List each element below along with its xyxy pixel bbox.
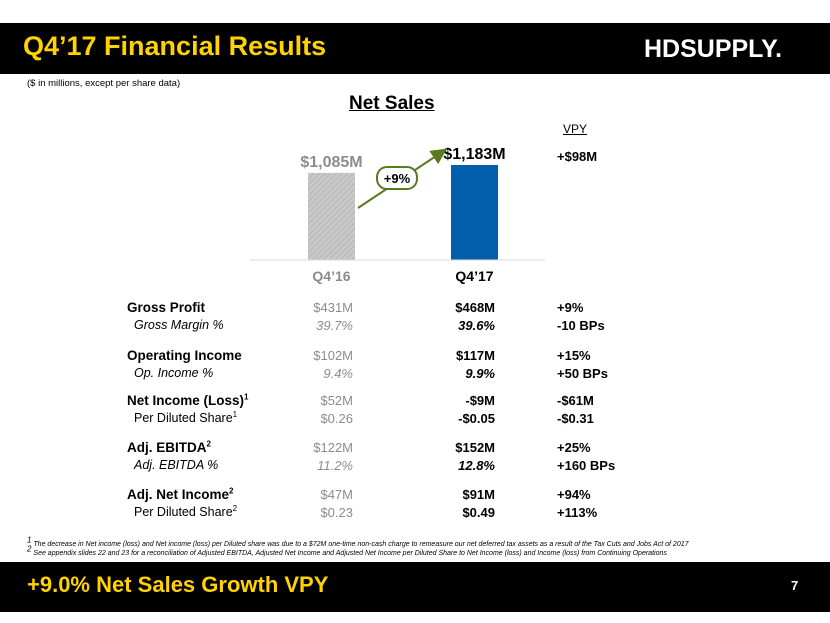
page-title: Q4’17 Financial Results (23, 31, 327, 61)
value-q4-16: 39.7% (316, 318, 353, 333)
value-q4-16: $52M (320, 393, 353, 408)
row-label: Gross Margin % (134, 318, 224, 332)
footnote-2: 2 See appendix slides 22 and 23 for a re… (27, 544, 667, 557)
value-q4-16: $122M (313, 440, 353, 455)
row-label: Per Diluted Share1 (134, 409, 238, 425)
value-vpy: +25% (557, 440, 591, 455)
value-q4-16: $0.23 (320, 505, 353, 520)
value-vpy: -10 BPs (557, 318, 605, 333)
value-vpy: +94% (557, 487, 591, 502)
value-q4-17: 39.6% (458, 318, 495, 333)
vpy-net-sales: +$98M (557, 149, 597, 164)
row-label: Adj. EBITDA2 (127, 439, 211, 455)
value-q4-16: $47M (320, 487, 353, 502)
value-vpy: +160 BPs (557, 458, 616, 473)
category-label: Q4’16 (312, 268, 350, 284)
value-q4-17: 12.8% (458, 458, 495, 473)
logo-text: HDSUPPLY. (644, 35, 782, 63)
growth-badge (376, 166, 418, 190)
value-q4-17: $91M (462, 487, 495, 502)
value-vpy: -$0.31 (557, 411, 594, 426)
value-vpy: +15% (557, 348, 591, 363)
value-vpy: +9% (557, 300, 584, 315)
chart-title: Net Sales (349, 93, 435, 114)
value-q4-16: $102M (313, 348, 353, 363)
value-q4-17: 9.9% (465, 366, 495, 381)
value-q4-17: $117M (455, 348, 495, 363)
category-label: Q4’17 (455, 268, 493, 284)
row-label: Net Income (Loss)1 (127, 392, 249, 408)
row-label: Adj. Net Income2 (127, 486, 234, 502)
page-number: 7 (791, 578, 799, 593)
vpy-header: VPY (563, 122, 588, 136)
value-q4-17: $152M (455, 440, 495, 455)
value-q4-17: -$0.05 (458, 411, 495, 426)
value-q4-17: -$9M (465, 393, 495, 408)
value-q4-16: $431M (313, 300, 353, 315)
row-label: Operating Income (127, 348, 242, 363)
footnote-1: 1 The decrease in Net income (loss) and … (27, 535, 689, 548)
footer-bar (0, 562, 830, 612)
row-label: Adj. EBITDA % (134, 458, 219, 472)
units-note: ($ in millions, except per share data) (27, 78, 181, 89)
bar-q4-16 (308, 172, 355, 260)
footnotes: 1 The decrease in Net income (loss) and … (27, 535, 689, 558)
bar-value-label: $1,183M (443, 146, 505, 163)
hd-supply-logo: HDSUPPLY. (644, 35, 782, 63)
value-q4-17: $0.49 (462, 505, 495, 520)
value-vpy: +50 BPs (557, 366, 608, 381)
value-vpy: -$61M (557, 393, 594, 408)
value-q4-16: 11.2% (317, 458, 353, 473)
bar-q4-17 (451, 165, 498, 260)
bar-value-label: $1,085M (300, 154, 362, 171)
header-bar (0, 23, 830, 74)
value-vpy: +113% (557, 505, 598, 520)
value-q4-16: $0.26 (320, 411, 353, 426)
value-q4-16: 9.4% (323, 366, 353, 381)
row-label: Gross Profit (127, 300, 206, 315)
value-q4-17: $468M (455, 300, 495, 315)
row-label: Per Diluted Share2 (134, 503, 238, 519)
footer-headline: +9.0% Net Sales Growth VPY (27, 572, 329, 597)
row-label: Op. Income % (134, 366, 214, 380)
growth-label: +9% (384, 171, 411, 186)
